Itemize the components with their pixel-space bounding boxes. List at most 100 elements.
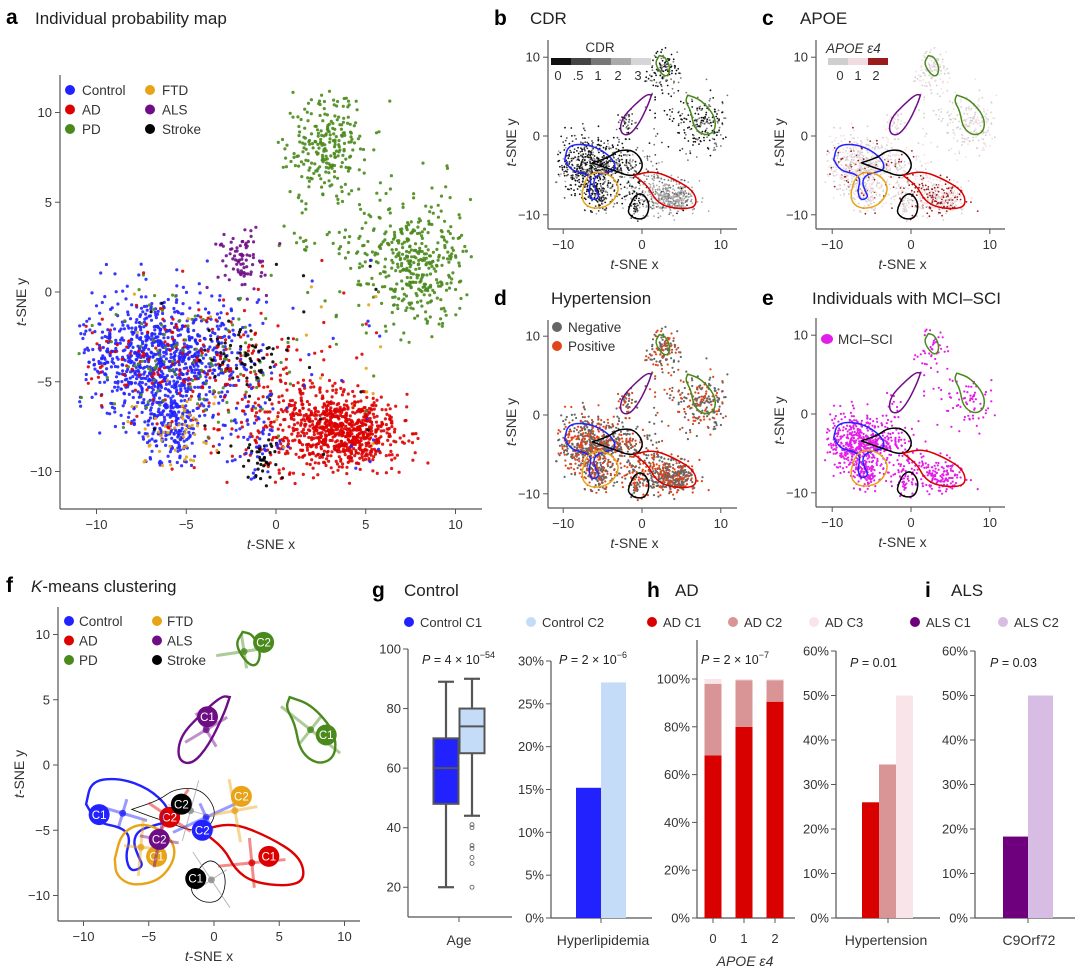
scatter-point-pd: [457, 261, 461, 265]
scatter-point-control: [92, 358, 96, 362]
scatter-point: [654, 56, 657, 58]
scatter-point: [672, 117, 675, 120]
scatter-point-pd: [383, 265, 387, 269]
panel-title-h: AD: [675, 581, 699, 600]
scatter-point-pd: [338, 290, 342, 294]
scatter-point-control: [201, 381, 205, 385]
scatter-point-ad: [285, 410, 289, 414]
scatter-point-pd: [425, 321, 429, 325]
scatter-point: [665, 207, 667, 209]
scatter-point: [634, 210, 637, 213]
scatter-point-control: [132, 421, 136, 426]
scatter-point: [586, 161, 589, 164]
scatter-point-control: [238, 454, 242, 459]
scatter-point-pd: [392, 289, 396, 293]
scatter-point-ad: [370, 429, 374, 433]
scatter-point-ftd: [132, 292, 136, 296]
scatter-point-ad: [309, 385, 313, 389]
scatter-point: [565, 137, 568, 139]
scatter-point-ad: [322, 449, 326, 453]
scatter-point: [694, 140, 697, 143]
scatter-point: [615, 128, 618, 131]
scatter-point-control: [147, 347, 151, 351]
scatter-point-ad: [374, 331, 379, 335]
scatter-point: [573, 167, 576, 169]
scatter-point-ad: [402, 441, 406, 445]
scatter-point: [676, 204, 678, 207]
scatter-point-pd: [428, 210, 432, 214]
scatter-point-control: [109, 307, 113, 311]
scatter-point-ftd: [134, 404, 138, 408]
scatter-point: [621, 197, 624, 200]
scatter-point-control: [216, 373, 221, 377]
x-tick-label: 10: [448, 517, 462, 532]
scatter-point: [712, 97, 715, 99]
scatter-point: [635, 186, 637, 189]
scatter-point-ad: [346, 456, 350, 460]
scatter-point-pd: [322, 149, 326, 153]
scatter-point-stroke: [228, 343, 233, 348]
scatter-point-ad: [390, 466, 394, 471]
scatter-point-ad: [349, 423, 354, 427]
scatter-point-pd: [190, 317, 194, 321]
scatter-point: [563, 144, 566, 147]
scatter-point: [604, 178, 607, 181]
scatter-point-control: [113, 327, 117, 331]
scatter-point-ftd: [193, 432, 197, 437]
scatter-point: [677, 191, 680, 194]
scatter-point-control: [163, 387, 168, 391]
scatter-point: [617, 114, 619, 116]
scatter-point-ad: [353, 400, 357, 404]
scatter-point-ad: [152, 372, 156, 376]
scatter-point-control: [243, 412, 247, 416]
scatter-point-pd: [140, 359, 144, 363]
scatter-point-ad: [307, 428, 311, 432]
scatter-point: [602, 189, 604, 192]
scatter-point-control: [121, 422, 126, 426]
scatter-point-ad: [208, 376, 212, 380]
scatter-point-ad: [207, 401, 211, 405]
scatter-point: [650, 174, 653, 177]
scatter-point: [650, 195, 653, 198]
scatter-point: [656, 188, 659, 191]
scatter-point-ad: [242, 373, 246, 378]
scatter-point: [567, 157, 570, 160]
scatter-point-pd: [468, 197, 473, 202]
scatter-point-control: [231, 328, 235, 332]
scatter-point: [715, 115, 718, 118]
x-tick-label: −5: [179, 517, 194, 532]
scatter-point-pd: [391, 261, 395, 265]
scatter-point-ad: [386, 438, 390, 442]
scatter-point-control: [258, 405, 262, 409]
scatter-point-control: [226, 363, 230, 367]
scatter-point-pd: [153, 366, 157, 370]
scatter-point-stroke: [264, 484, 268, 488]
scatter-point: [575, 138, 577, 140]
scatter-point: [673, 189, 676, 192]
scatter-point-ad: [372, 415, 376, 419]
scatter-point-control: [149, 337, 153, 341]
scatter-point-ad: [333, 421, 337, 425]
scatter-point: [603, 161, 606, 164]
scatter-point-control: [121, 404, 125, 408]
scatter-point-ad: [166, 425, 170, 429]
scatter-point-ad: [371, 458, 375, 462]
scatter-point-pd: [206, 435, 210, 439]
scatter-point-stroke: [203, 348, 207, 352]
scatter-point: [580, 161, 583, 164]
scatter-point-ftd: [184, 427, 188, 432]
scatter-point-pd: [375, 191, 379, 195]
scatter-point-stroke: [235, 366, 239, 370]
scatter-point-control: [150, 344, 155, 348]
scatter-point-stroke: [222, 352, 226, 356]
scatter-point: [645, 70, 648, 73]
scatter-point-ad: [295, 434, 299, 438]
scatter-point-control: [177, 410, 181, 414]
scatter-point-pd: [343, 256, 348, 260]
scatter-point-stroke: [256, 467, 260, 471]
scatter-point-pd: [347, 241, 351, 245]
scatter-point-control: [149, 318, 154, 322]
scatter-point-pd: [358, 262, 362, 266]
scatter-point-control: [97, 359, 101, 364]
scatter-point-ftd: [318, 376, 323, 380]
